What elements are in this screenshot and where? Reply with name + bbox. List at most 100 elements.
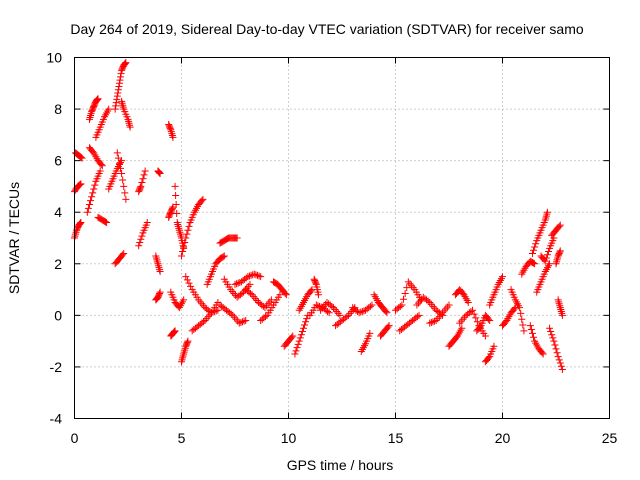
data-point bbox=[546, 324, 554, 332]
data-point bbox=[233, 234, 241, 242]
data-point bbox=[555, 298, 563, 306]
data-point bbox=[499, 273, 506, 281]
data-point bbox=[303, 315, 311, 323]
data-point bbox=[519, 321, 527, 329]
data-point bbox=[156, 268, 164, 276]
data-point bbox=[520, 327, 528, 335]
data-point bbox=[291, 350, 299, 358]
data-point bbox=[112, 99, 120, 107]
data-point bbox=[185, 222, 193, 230]
data-point bbox=[459, 315, 467, 323]
data-point bbox=[180, 296, 188, 304]
data-point bbox=[177, 232, 185, 240]
data-point bbox=[83, 208, 91, 216]
data-point bbox=[119, 251, 127, 259]
data-point bbox=[181, 239, 189, 247]
data-point bbox=[429, 318, 437, 326]
data-point bbox=[247, 289, 255, 297]
x-tick-labels: 0 5 10 15 20 25 bbox=[71, 430, 618, 446]
data-point bbox=[251, 295, 259, 303]
y-tick-label: 6 bbox=[54, 153, 62, 169]
data-point bbox=[531, 243, 539, 251]
data-point bbox=[532, 240, 540, 248]
data-point bbox=[557, 307, 565, 315]
grid bbox=[74, 57, 610, 419]
data-point bbox=[114, 154, 122, 162]
data-point bbox=[88, 193, 96, 201]
data-point bbox=[172, 200, 180, 208]
data-point bbox=[156, 289, 164, 297]
data-point bbox=[203, 315, 211, 323]
data-point bbox=[542, 212, 550, 220]
y-tick-label: 8 bbox=[54, 101, 62, 117]
data-point bbox=[87, 112, 95, 120]
data-point bbox=[179, 352, 187, 360]
data-point bbox=[122, 195, 130, 203]
data-point bbox=[552, 345, 560, 353]
data-point bbox=[458, 324, 466, 332]
data-point bbox=[236, 278, 244, 286]
plot-frame bbox=[74, 57, 610, 419]
data-point bbox=[253, 297, 261, 305]
data-point bbox=[171, 327, 179, 335]
data-point bbox=[368, 301, 376, 309]
data-point bbox=[518, 315, 526, 323]
data-point bbox=[156, 169, 164, 177]
data-point bbox=[324, 307, 332, 315]
data-point bbox=[183, 230, 191, 238]
data-point bbox=[553, 256, 561, 264]
data-point bbox=[282, 291, 290, 299]
data-point bbox=[396, 302, 404, 310]
data-point bbox=[237, 318, 245, 326]
data-point bbox=[179, 248, 187, 256]
data-point bbox=[261, 313, 269, 321]
data-point bbox=[312, 279, 320, 287]
data-point bbox=[357, 308, 365, 316]
data-point bbox=[196, 298, 204, 306]
data-point bbox=[176, 228, 184, 236]
data-point bbox=[555, 222, 563, 230]
data-point bbox=[294, 340, 302, 348]
data-point bbox=[543, 210, 551, 218]
data-point bbox=[406, 280, 414, 288]
data-point bbox=[366, 302, 374, 310]
data-point bbox=[112, 102, 120, 110]
data-point bbox=[558, 366, 566, 374]
data-point bbox=[154, 168, 162, 176]
data-point bbox=[442, 305, 450, 313]
data-point bbox=[476, 323, 484, 331]
data-point bbox=[445, 301, 453, 309]
data-point bbox=[98, 162, 106, 170]
data-point bbox=[556, 359, 564, 367]
data-point bbox=[334, 309, 342, 317]
data-point bbox=[528, 329, 536, 337]
data-point bbox=[384, 323, 392, 331]
data-point bbox=[547, 327, 555, 335]
data-point bbox=[152, 254, 160, 262]
data-point bbox=[115, 79, 123, 87]
chart-title: Day 264 of 2019, Sidereal Day-to-day VTE… bbox=[70, 21, 583, 37]
data-point bbox=[89, 189, 97, 197]
data-point bbox=[427, 300, 435, 308]
data-point bbox=[457, 317, 465, 325]
data-point bbox=[292, 347, 300, 355]
data-point bbox=[117, 70, 125, 78]
data-point bbox=[182, 234, 190, 242]
data-point bbox=[94, 95, 102, 103]
data-point bbox=[156, 288, 164, 296]
data-point bbox=[168, 204, 176, 212]
axis-ticks bbox=[74, 57, 610, 419]
data-point bbox=[199, 302, 207, 310]
data-point bbox=[76, 220, 84, 228]
data-point bbox=[102, 218, 110, 226]
data-point bbox=[246, 280, 254, 288]
data-point bbox=[558, 311, 566, 319]
y-axis-label: SDTVAR / TECUs bbox=[6, 182, 22, 294]
data-point bbox=[122, 59, 130, 67]
data-point bbox=[152, 252, 160, 260]
data-point bbox=[171, 182, 179, 190]
data-point bbox=[181, 346, 189, 354]
data-point bbox=[538, 349, 546, 357]
data-point bbox=[119, 101, 127, 109]
data-point bbox=[117, 164, 125, 172]
